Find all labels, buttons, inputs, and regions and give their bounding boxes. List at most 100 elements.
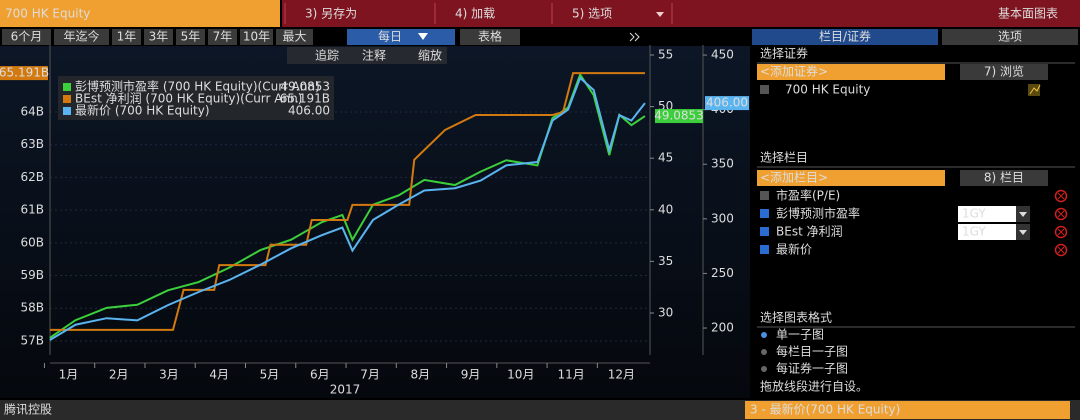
remove-icon[interactable]	[1054, 189, 1068, 203]
browse-label[interactable]: 7) 浏览	[984, 64, 1024, 79]
y3-tick-label: 250	[711, 266, 734, 280]
action-button[interactable]: 3) 另存为	[305, 7, 357, 21]
period-select-value[interactable]: 1GY	[962, 225, 986, 239]
y3-tick-label: 450	[711, 48, 734, 62]
format-option[interactable]: 每证券一子图	[776, 361, 848, 376]
x-tick-label: 1月	[59, 368, 79, 382]
section-title: 选择图表格式	[760, 310, 832, 325]
remove-icon	[1057, 228, 1065, 236]
period-button[interactable]	[208, 29, 237, 45]
action-bar	[282, 0, 1080, 27]
dropdown-icon	[1019, 212, 1027, 217]
x-tick-label: 2月	[109, 368, 129, 382]
ticker: 700 HK Equity	[5, 7, 90, 21]
radio[interactable]	[761, 332, 767, 338]
y3-tick-label: 350	[711, 157, 734, 171]
value-badge	[655, 109, 703, 124]
period-button[interactable]	[2, 29, 51, 45]
period-select[interactable]	[958, 206, 1016, 222]
selection-box[interactable]	[745, 401, 1070, 419]
format-option[interactable]: 每栏目一子图	[776, 344, 848, 359]
table-label[interactable]: 表格	[478, 29, 502, 44]
footer-name: 腾讯控股	[4, 402, 52, 417]
period-button[interactable]	[112, 29, 141, 45]
action-button[interactable]: 5) 选项	[572, 7, 612, 21]
legend	[58, 76, 334, 120]
period-label[interactable]: 3年	[149, 30, 169, 44]
add-security-label[interactable]: <添加证券>	[760, 64, 828, 79]
y-tick-label: 59B	[20, 268, 44, 282]
tab-active[interactable]	[752, 29, 938, 45]
chart-tool[interactable]: 追踪	[315, 48, 339, 63]
x-tick-label: 12月	[608, 368, 635, 382]
period-label[interactable]: 年迄今	[63, 29, 99, 44]
remove-icon[interactable]	[1054, 225, 1068, 239]
y-tick-label: 61B	[20, 203, 44, 217]
period-label[interactable]: 5年	[181, 30, 201, 44]
checkbox[interactable]	[760, 85, 769, 94]
checkbox[interactable]	[760, 227, 769, 236]
radio[interactable]	[761, 366, 767, 372]
period-label[interactable]: 6个月	[11, 30, 43, 44]
add-field-label[interactable]: <添加栏目>	[760, 170, 828, 185]
period-button[interactable]	[176, 29, 205, 45]
y-tick-label: 58B	[20, 301, 44, 315]
chart-icon	[1028, 84, 1040, 96]
x-tick-label: 5月	[260, 368, 280, 382]
format-option[interactable]: 单一子图	[776, 328, 824, 342]
y-tick-label: 62B	[20, 170, 44, 184]
ticker-box[interactable]	[0, 0, 280, 27]
y3-tick-label: 200	[711, 321, 734, 335]
add-field[interactable]	[757, 170, 945, 186]
dropdown-icon	[418, 33, 428, 40]
table-button[interactable]	[460, 29, 520, 45]
checkbox[interactable]	[760, 245, 769, 254]
period-label[interactable]: 10年	[243, 30, 270, 44]
y2-tick-label: 40	[658, 202, 673, 216]
x-tick-label: 8月	[410, 368, 430, 382]
fields-label[interactable]: 8) 栏目	[984, 170, 1024, 185]
remove-icon[interactable]	[1054, 243, 1068, 257]
tab[interactable]	[942, 29, 1078, 45]
fields-button[interactable]	[960, 170, 1048, 186]
chart-tool[interactable]: 缩放	[418, 48, 442, 63]
period-label[interactable]: 最大	[282, 30, 306, 44]
x-tick-label: 3月	[159, 368, 179, 382]
period-select[interactable]	[958, 224, 1016, 240]
checkbox[interactable]	[760, 209, 769, 218]
selection[interactable]: 3 - 最新价(700 HK Equity)	[750, 402, 900, 417]
legend-value: 65.191B	[280, 92, 330, 106]
section-title: 选择栏目	[760, 150, 808, 165]
add-security[interactable]	[757, 64, 945, 80]
period-button[interactable]	[276, 29, 313, 45]
radio[interactable]	[761, 349, 767, 355]
dropdown-icon	[1019, 230, 1027, 235]
period-label[interactable]: 1年	[117, 30, 137, 44]
series-line	[49, 76, 646, 341]
x-tick-label: 4月	[209, 368, 229, 382]
tab[interactable]: 栏目/证券	[819, 29, 871, 44]
field-label: BEst 净利润	[776, 225, 843, 239]
period-button[interactable]	[240, 29, 273, 45]
checkbox[interactable]	[760, 191, 769, 200]
frequency[interactable]: 每日	[378, 29, 402, 44]
y3-tick-label: 300	[711, 211, 734, 225]
period-button[interactable]	[144, 29, 173, 45]
browse-button[interactable]	[960, 64, 1048, 80]
legend-swatch	[63, 83, 71, 91]
legend-swatch	[63, 107, 71, 115]
remove-icon	[1057, 246, 1065, 254]
period-label[interactable]: 7年	[213, 30, 233, 44]
period-button[interactable]	[54, 29, 109, 45]
action-button[interactable]: 4) 加载	[455, 7, 495, 21]
field-label: 最新价	[776, 242, 812, 257]
period-select-value[interactable]: 1GY	[962, 207, 986, 221]
tab[interactable]: 选项	[998, 30, 1022, 44]
x-tick-label: 6月	[310, 368, 330, 382]
y-tick-label: 63B	[20, 137, 44, 151]
x-tick-label: 11月	[557, 368, 584, 382]
chart-tool[interactable]: 注释	[362, 48, 386, 63]
remove-icon[interactable]	[1054, 207, 1068, 221]
